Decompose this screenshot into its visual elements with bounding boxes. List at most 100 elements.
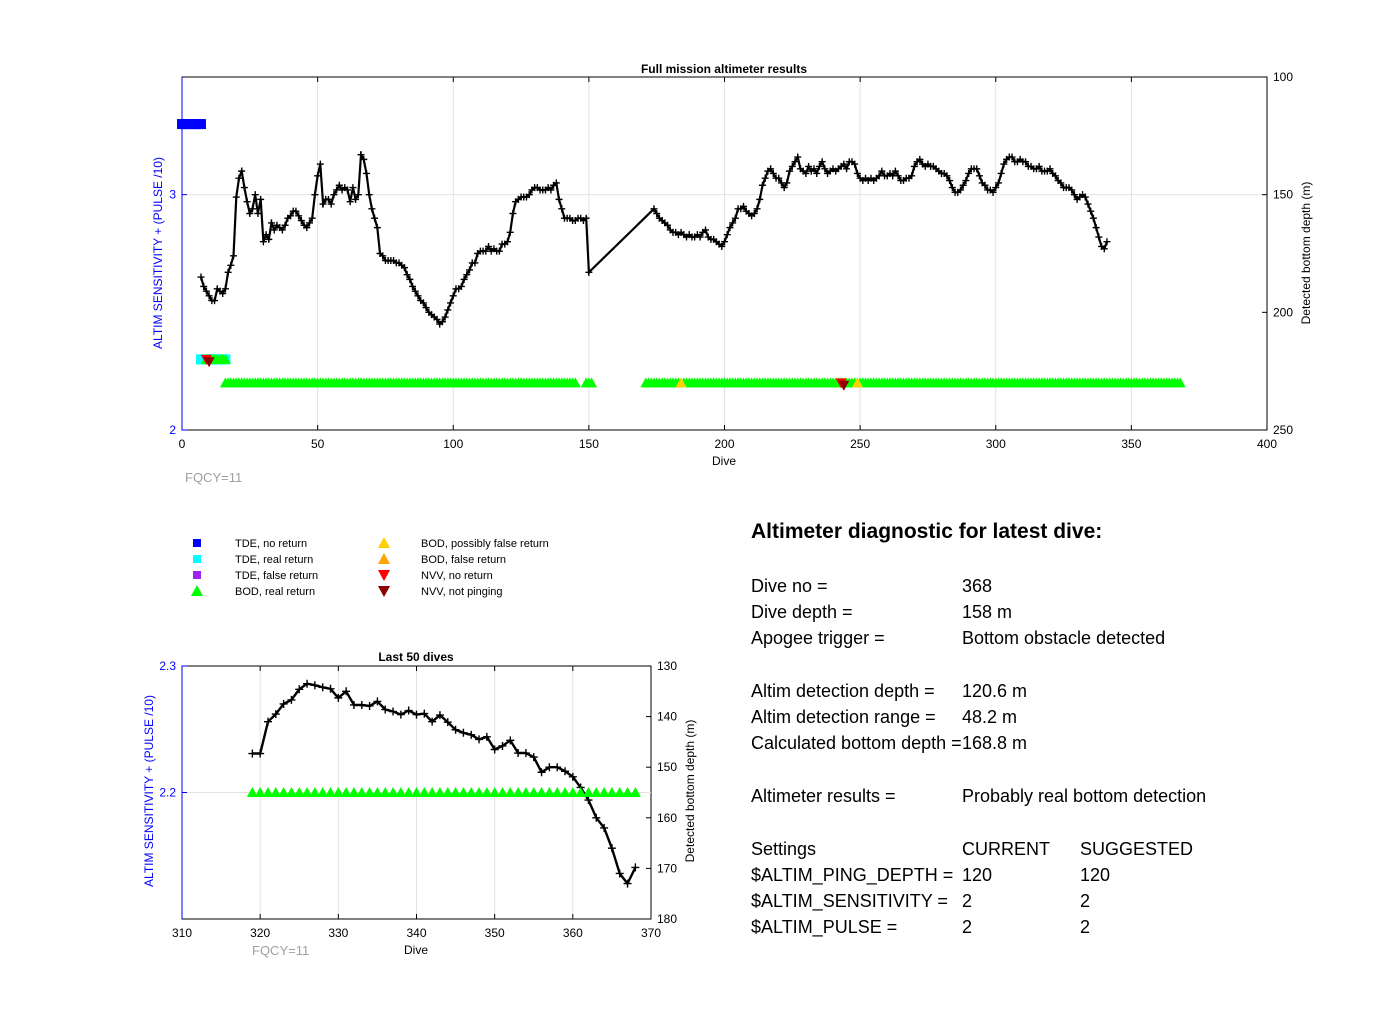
marker-bod-real-return [348,787,360,797]
depth-point [769,169,777,177]
depth-point [287,695,296,704]
x-tick-label: 300 [986,437,1006,451]
depth-point [373,224,381,232]
diag-value-altimeter-results: Probably real bottom detection [962,786,1207,806]
depth-point [943,172,951,180]
marker-bod-real-return [278,787,290,797]
depth-point [1057,179,1065,187]
depth-point [354,191,362,199]
y-right-tick-label: 250 [1273,423,1293,437]
depth-point [997,169,1005,177]
depth-point [295,212,303,220]
setting-suggested-sensitivity: 2 [1080,891,1091,911]
legend-marker [377,586,391,598]
depth-point [311,191,319,199]
depth-point [403,271,411,279]
marker-bod-real-return [285,787,297,797]
depth-point [490,745,499,754]
marker-nvv-not-pinging [203,357,215,368]
legend-marker [190,584,204,596]
marker-bod-real-return [575,787,587,797]
x-tick-label: 400 [1257,437,1277,451]
main-y-axis-left-label: ALTIM SENSITIVITY + (PULSE /10) [151,157,165,349]
depth-point [818,158,826,166]
depth-point [788,162,796,170]
depth-point [411,287,419,295]
depth-point [459,728,468,737]
marker-bod-real-return [543,787,555,797]
depth-point [419,299,427,307]
depth-point [973,165,981,173]
depth-point [525,191,533,199]
depth-point [246,209,254,217]
depth-point [1000,160,1008,168]
marker-bod-real-return [614,787,626,797]
marker-bod-real-return [332,787,344,797]
marker-bod-real-return [457,787,469,797]
marker-bod-real-return [418,787,430,797]
depth-point [840,160,848,168]
marker-bod-real-return [590,787,602,797]
depth-point [243,198,251,206]
depth-point [794,153,802,161]
marker-bod-real-return [520,787,532,797]
depth-point [962,177,970,185]
diag-label-altimeter-results: Altimeter results = [751,786,896,806]
depth-point [878,167,886,175]
setting-current-pulse: 2 [962,917,973,937]
diag-label-dive-depth: Dive depth = [751,602,853,622]
depth-point [235,174,243,182]
depth-point [303,679,312,688]
depth-point [389,707,398,716]
marker-bod-possibly-false-return [675,377,687,388]
depth-point [908,172,916,180]
marker-bod-real-return [364,787,376,797]
marker-bod-real-return [512,787,524,797]
settings-header-suggested: SUGGESTED [1080,839,1194,859]
depth-point [365,701,374,710]
marker-bod-real-return [270,787,282,797]
last50-y-axis-right-label: Detected bottom depth (m) [683,720,697,863]
depth-point [891,167,899,175]
x-tick-label: 100 [443,437,463,451]
depth-point [248,749,257,758]
x-tick-label: 360 [563,926,583,940]
depth-point [615,869,624,878]
depth-point [279,699,288,708]
depth-point [414,292,422,300]
depth-point [1100,245,1108,253]
depth-point [438,318,446,326]
y-right-tick-label: 180 [657,912,677,926]
depth-point [297,217,305,225]
depth-point [729,219,737,227]
depth-point [467,730,476,739]
x-tick-label: 200 [714,437,734,451]
depth-point [420,709,429,718]
depth-point [537,768,546,777]
marker-bod-real-return [1174,377,1186,388]
depth-point [318,683,327,692]
depth-point [400,264,408,272]
depth-point [200,282,208,290]
depth-point [281,221,289,229]
depth-point [821,165,829,173]
settings-header-current: CURRENT [962,839,1050,859]
depth-point [723,231,731,239]
depth-point [916,155,924,163]
depth-point [1081,193,1089,201]
depth-point [259,238,267,246]
depth-point [547,186,555,194]
setting-suggested-ping-depth: 120 [1080,865,1111,885]
depth-point [584,796,593,805]
depth-point [495,247,503,255]
depth-point [607,844,616,853]
depth-point [975,172,983,180]
marker-bod-real-return [489,787,501,797]
depth-point [451,725,460,734]
depth-point [205,292,213,300]
depth-point [240,184,248,192]
depth-point [767,165,775,173]
depth-point [721,238,728,246]
depth-point [441,313,449,321]
